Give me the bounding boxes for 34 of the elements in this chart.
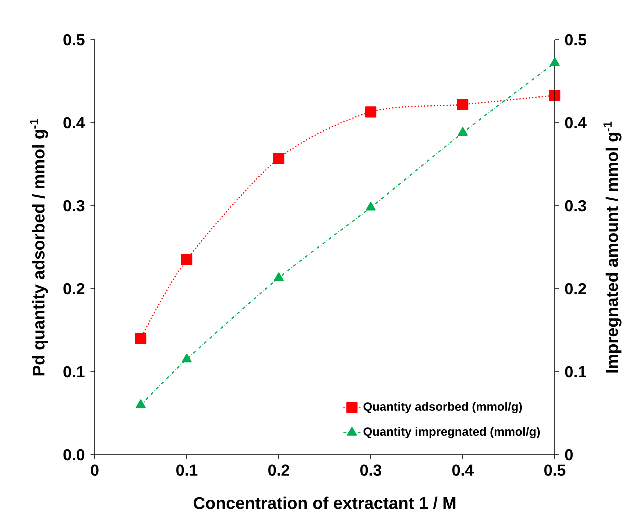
point xyxy=(365,106,377,118)
x-tick-label: 0 xyxy=(91,464,99,476)
point xyxy=(273,153,285,164)
point xyxy=(182,354,192,363)
legend-label: Quantity adsorbed (mmol/g) xyxy=(364,402,522,414)
x-tick-label: 0.5 xyxy=(544,464,566,476)
y-tick-label: 0.1 xyxy=(64,366,85,378)
point xyxy=(181,254,193,266)
y2-tick-label: 0 xyxy=(565,449,573,461)
point xyxy=(274,272,284,282)
y2-tick-label: 0.1 xyxy=(565,366,586,378)
y-tick-label: 0.3 xyxy=(64,200,85,212)
x-tick-label: 0.1 xyxy=(176,464,198,476)
point xyxy=(366,202,376,211)
x-tick-label: 0.2 xyxy=(268,464,290,476)
point xyxy=(550,58,560,66)
point xyxy=(457,99,469,110)
y2-tick-label: 0.5 xyxy=(565,34,586,46)
y-tick-label: 0.5 xyxy=(64,34,85,46)
y-axis-title: Pd quantity adsorbed / mmol g$^{-1}$ xyxy=(30,119,48,376)
y2-tick-label: 0.3 xyxy=(565,200,586,212)
point xyxy=(458,127,468,136)
y-tick-label: 0.0 xyxy=(64,449,85,461)
legend-label: Quantity impregnated (mmol/g) xyxy=(364,427,540,438)
y2-tick-label: 0.2 xyxy=(565,283,586,295)
x-tick-label: 0.3 xyxy=(360,464,382,476)
point xyxy=(135,333,147,344)
point xyxy=(136,400,146,408)
y-tick-label: 0.4 xyxy=(64,117,86,129)
y2-tick-label: 0.4 xyxy=(565,117,587,129)
y-tick-label: 0.2 xyxy=(64,283,85,295)
x-tick-label: 0.4 xyxy=(452,464,474,476)
x-axis-title: Concentration of extractant 1 / M xyxy=(194,496,456,510)
y2-axis-title: Impregnated amount / mmol g$^{-1}$ xyxy=(604,122,622,373)
